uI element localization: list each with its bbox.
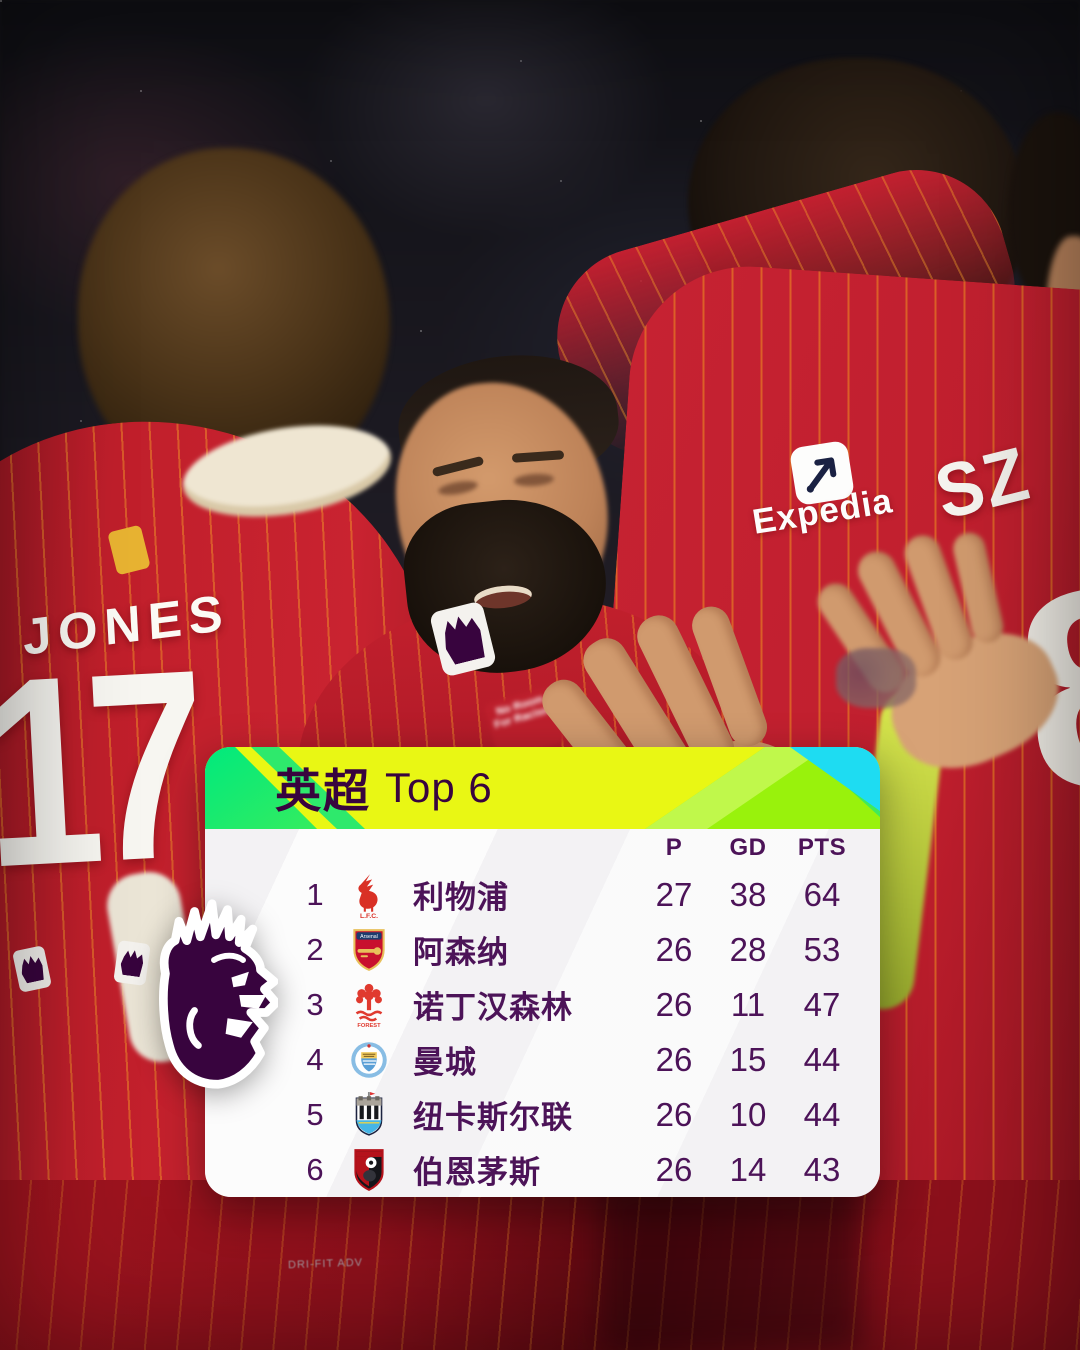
rank: 5 [306, 1096, 324, 1132]
title-suffix: Top 6 [385, 764, 493, 811]
rank: 3 [306, 986, 324, 1022]
table-row: 4 曼城 26 15 44 [205, 1032, 880, 1087]
goal-diff-value: 10 [729, 1095, 767, 1133]
goal-diff-value: 11 [730, 985, 766, 1023]
points-value: 43 [803, 1150, 841, 1188]
svg-text:L.F.C.: L.F.C. [360, 912, 378, 918]
played-value: 26 [655, 1150, 693, 1188]
club-name: 曼城 [413, 1045, 477, 1080]
col-played: P [665, 834, 683, 861]
rain-specks [0, 0, 2, 2]
points-value: 47 [803, 985, 841, 1023]
goal-diff-value: 28 [729, 930, 767, 968]
shadow-fold [600, 1180, 860, 1350]
table-row: 6 伯恩茅斯 26 14 43 [205, 1142, 880, 1197]
rank: 6 [306, 1151, 324, 1187]
goal-diff-value: 15 [729, 1040, 767, 1078]
man-city-crest-icon [348, 1036, 390, 1084]
club-name: 诺丁汉森林 [413, 990, 573, 1025]
club-name: 利物浦 [413, 880, 509, 915]
header-band-stripes [205, 747, 880, 829]
svg-text:Arsenal: Arsenal [360, 934, 378, 940]
points-value: 44 [803, 1095, 841, 1133]
played-value: 27 [655, 875, 693, 913]
table-header-row: P GD PTS [205, 829, 880, 867]
club-name: 伯恩茅斯 [413, 1155, 541, 1190]
table-row: 3 FOREST 诺丁汉森林 26 11 47 [205, 977, 880, 1032]
rank: 2 [306, 931, 324, 967]
standings-table: P GD PTS 1 L.F.C. 利物浦 27 38 64 [205, 829, 880, 1197]
club-name: 纽卡斯尔联 [413, 1100, 573, 1135]
played-value: 26 [655, 1040, 693, 1078]
league-name: 英超 [275, 765, 371, 817]
col-points: PTS [797, 834, 847, 861]
expedia-logo-icon [788, 439, 856, 507]
played-value: 26 [655, 930, 693, 968]
played-value: 26 [655, 1095, 693, 1133]
goal-diff-value: 38 [729, 875, 767, 913]
club-name: 阿森纳 [413, 935, 509, 970]
goal-diff-value: 14 [729, 1150, 767, 1188]
card-header-band: 英超 Top 6 [205, 747, 880, 829]
played-value: 26 [655, 985, 693, 1023]
jersey-number-17: 17 [0, 613, 201, 924]
points-value: 44 [803, 1040, 841, 1078]
newcastle-crest-icon [348, 1091, 390, 1139]
standings-card: 英超 Top 6 P GD PTS 1 L.F.C. [205, 747, 880, 1197]
table-row: 2 Arsenal 阿森纳 26 28 53 [205, 922, 880, 977]
card-title: 英超 Top 6 [275, 747, 775, 829]
arsenal-crest-icon: Arsenal [348, 926, 390, 974]
table-row: 5 纽卡斯尔联 26 10 44 [205, 1087, 880, 1142]
rank: 4 [306, 1041, 324, 1077]
bournemouth-crest-icon [348, 1146, 390, 1194]
points-value: 53 [803, 930, 841, 968]
shorts-region [0, 1180, 1080, 1350]
svg-text:FOREST: FOREST [357, 1022, 381, 1028]
table-row: 1 L.F.C. 利物浦 27 38 64 [205, 867, 880, 922]
points-value: 64 [803, 875, 841, 913]
rank: 1 [306, 876, 324, 912]
col-goal-diff: GD [729, 834, 767, 861]
premier-league-lion-logo [146, 896, 278, 1094]
nottingham-forest-crest-icon: FOREST [348, 981, 390, 1029]
wrist-tattoo [836, 648, 916, 708]
liverpool-crest-icon: L.F.C. [348, 871, 390, 919]
